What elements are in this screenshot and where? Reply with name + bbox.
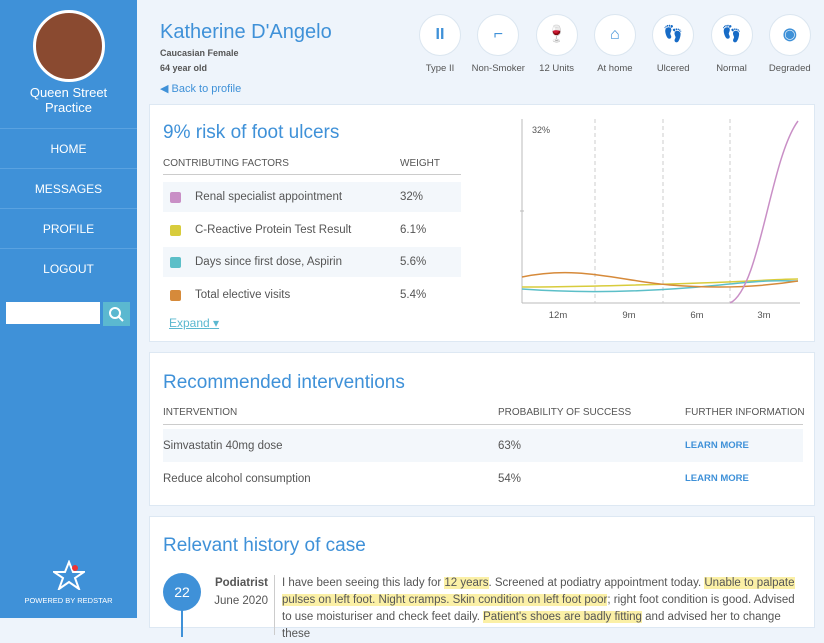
chart-label: 32% (532, 125, 551, 135)
status-icon: ⌂ (593, 14, 636, 56)
row-bg (163, 182, 461, 212)
factor-weight: 5.4% (400, 288, 427, 301)
day-badge: 22 (163, 573, 201, 611)
status-label: Degraded (768, 63, 811, 74)
status-label: Type II (425, 63, 455, 74)
search-button[interactable] (103, 302, 130, 326)
curve (521, 278, 799, 288)
factor-name: C-Reactive Protein Test Result (195, 223, 352, 236)
highlight: 12 years (444, 577, 489, 589)
learn-more[interactable]: LEARN MORE (685, 440, 749, 451)
row-bg (163, 247, 461, 277)
risk-title: 9% risk of foot ulcers (163, 122, 340, 143)
chart-x-label: 6m (690, 310, 704, 321)
intervention-cell: 54% (498, 473, 522, 485)
entry-divider (274, 575, 275, 635)
nav-item[interactable]: MESSAGES (0, 168, 137, 209)
interventions-card: Recommended interventions INTERVENTION PR… (149, 352, 815, 506)
intervention-cell: Simvastatin 40mg dose (163, 440, 283, 452)
nav-item[interactable]: HOME (0, 128, 137, 169)
search-icon (109, 307, 124, 322)
intervention-header: FURTHER INFORMATION (685, 407, 805, 418)
row-bg (163, 429, 803, 462)
header-rule (163, 424, 803, 425)
factor-name: Renal specialist appointment (195, 191, 343, 203)
chart-x-label: 3m (757, 310, 771, 321)
patient-name: Katherine D'Angelo (160, 21, 332, 43)
intervention-header: PROBABILITY OF SUCCESS (498, 407, 632, 418)
back-text: Back to profile (171, 83, 242, 95)
factor-swatch (170, 257, 181, 268)
factor-swatch (170, 192, 181, 203)
intervention-cell: Reduce alcohol consumption (163, 473, 311, 485)
entry-role: Podiatrist (214, 577, 268, 589)
chart-x-label: 9m (622, 310, 636, 321)
weight-header: WEIGHT (400, 158, 440, 169)
search-input[interactable] (6, 302, 100, 324)
factor-name: Total elective visits (195, 288, 291, 301)
interventions-title: Recommended interventions (163, 372, 405, 393)
nav-item[interactable]: PROFILE (0, 208, 137, 249)
chart-x-label: 12m (548, 310, 568, 321)
factor-header: CONTRIBUTING FACTORS (163, 158, 289, 169)
text: I have been seeing this lady for (282, 577, 445, 589)
expand-text: Expand (169, 316, 210, 330)
patient-age: 64 year old (160, 63, 208, 73)
entry-date: June 2020 (214, 595, 268, 607)
logo (53, 560, 85, 590)
status-icon: II (419, 14, 461, 56)
factor-weight: 5.6% (400, 256, 427, 268)
status-icon: 👣 (652, 14, 695, 56)
status-icon: ⌐ (477, 14, 520, 56)
curve (521, 271, 799, 288)
history-card: Relevant history of case 22 Podiatrist Jun… (149, 516, 815, 640)
practice-photo (33, 10, 105, 82)
nav-item[interactable]: LOGOUT (0, 248, 137, 289)
status-label: Non-Smoker (471, 63, 525, 74)
header-rule (163, 174, 461, 175)
status-icon: ◉ (768, 14, 811, 56)
practice-name: Queen Street Practice (29, 85, 108, 115)
back-link[interactable]: ◀ Back to profile (160, 83, 242, 95)
text: . Screened at podiatry appointment today… (488, 577, 705, 589)
sidebar: Queen Street Practice POWERED BY REDSTAR… (0, 0, 137, 618)
learn-more[interactable]: LEARN MORE (685, 473, 749, 484)
highlight: Patient's shoes are badly fitting (483, 611, 642, 623)
factor-swatch (170, 289, 181, 301)
risk-card: 9% risk of foot ulcers CONTRIBUTING FACT… (149, 104, 815, 342)
patient-ethnicity: Caucasian Female (160, 48, 239, 58)
factor-name: Days since first dose, Aspirin (195, 256, 343, 268)
risk-chart (520, 119, 800, 304)
status-label: At home (597, 63, 633, 74)
intervention-cell: 63% (498, 440, 522, 452)
status-icon: 👣 (710, 14, 753, 56)
entry-text: I have been seeing this lady for 12 year… (282, 575, 802, 643)
intervention-header: INTERVENTION (163, 407, 238, 418)
status-label: Ulcered (656, 63, 690, 74)
status-label: Normal (716, 63, 747, 74)
curve (729, 120, 799, 304)
factor-weight: 6.1% (400, 223, 427, 236)
status-icon: 🍷 (535, 14, 578, 56)
factor-swatch (170, 224, 181, 236)
powered-by: POWERED BY REDSTAR (24, 596, 113, 605)
factor-weight: 32% (400, 191, 424, 203)
history-title: Relevant history of case (163, 535, 366, 556)
chart-dividers (594, 119, 731, 303)
expand-link[interactable]: Expand ▾ (169, 316, 220, 330)
status-label: 12 Units (539, 63, 575, 74)
